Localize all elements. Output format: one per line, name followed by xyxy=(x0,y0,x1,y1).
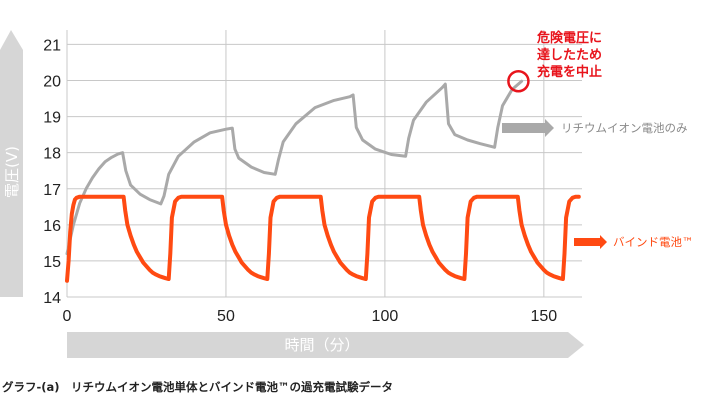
annotation: 危険電圧に 達したため 充電を中止 xyxy=(507,30,602,93)
x-tick-labels: 0 50 100 150 xyxy=(63,308,558,325)
x-tick-label: 100 xyxy=(372,308,399,325)
y-tick-label: 21 xyxy=(43,37,61,54)
annotation-line-2: 達したため xyxy=(537,47,602,63)
legend-lithium-label: リチウムイオン電池のみ xyxy=(561,121,688,135)
legend-lithium-arrow xyxy=(502,119,554,137)
annotation-line-1: 危険電圧に xyxy=(537,30,602,46)
grid xyxy=(66,30,582,298)
x-tick-label: 0 xyxy=(63,308,72,325)
y-tick-label: 17 xyxy=(43,182,61,199)
y-axis-label: 電圧(V) xyxy=(3,146,21,198)
legend-bind-label: バインド電池™ xyxy=(613,235,694,249)
annotation-line-3: 充電を中止 xyxy=(537,64,602,80)
y-tick-label: 14 xyxy=(43,290,61,307)
x-tick-label: 50 xyxy=(217,308,235,325)
series-line-bind xyxy=(65,194,581,283)
y-tick-label: 16 xyxy=(43,218,61,235)
legend-bind-arrow xyxy=(574,235,607,249)
legend-bind: バインド電池™ xyxy=(574,235,694,249)
y-tick-label: 19 xyxy=(43,110,61,127)
x-axis-label: 時間（分） xyxy=(284,336,359,354)
series-line-lithium xyxy=(65,79,524,256)
x-tick-label: 150 xyxy=(531,308,558,325)
y-axis-arrow xyxy=(0,30,23,297)
y-tick-label: 18 xyxy=(43,146,61,163)
figure-caption: グラフ-(a) リチウムイオン電池単体とバインド電池™の過充電試験データ xyxy=(2,380,394,394)
x-axis-arrow xyxy=(67,332,584,358)
y-tick-label: 15 xyxy=(43,254,61,271)
legend-lithium: リチウムイオン電池のみ xyxy=(502,119,688,137)
y-axis-label-band: 電圧(V) xyxy=(0,30,23,297)
series-lines xyxy=(65,79,581,283)
y-tick-label: 20 xyxy=(43,74,61,91)
x-axis-label-band: 時間（分） xyxy=(67,332,584,358)
stop-point-marker xyxy=(507,69,530,93)
y-tick-labels: 14 15 16 17 18 19 20 21 xyxy=(43,37,61,307)
